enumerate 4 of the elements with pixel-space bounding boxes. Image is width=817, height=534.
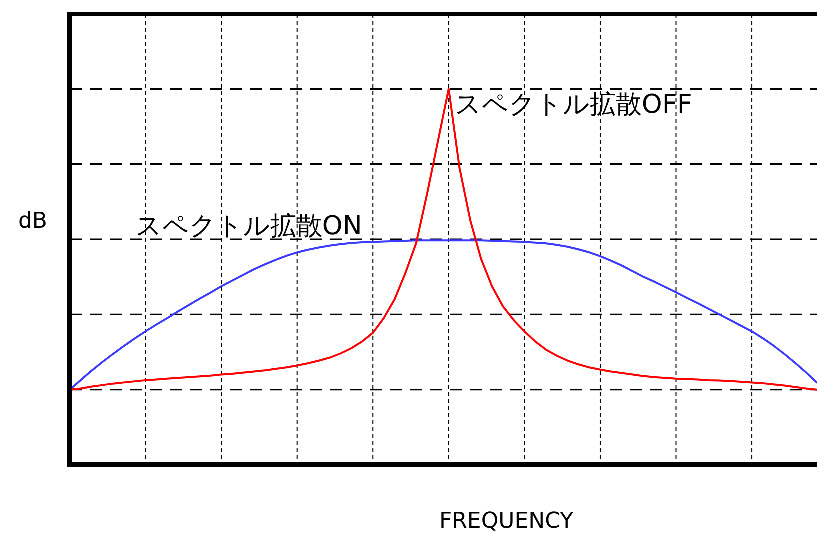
y-axis-title: dB bbox=[18, 209, 48, 234]
series-label: スペクトル拡散OFF bbox=[454, 90, 692, 120]
x-axis-title: FREQUENCY bbox=[439, 509, 574, 534]
series-label: スペクトル拡散ON bbox=[135, 212, 362, 242]
